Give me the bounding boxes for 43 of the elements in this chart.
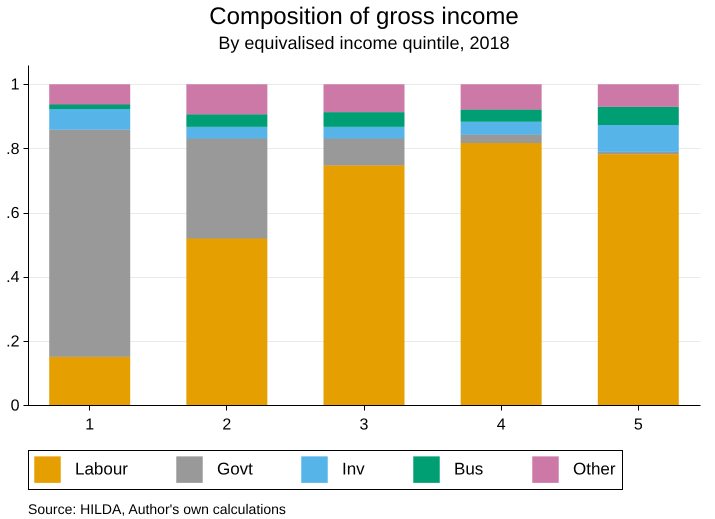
bar xyxy=(49,108,130,130)
x-tick-label: 5 xyxy=(634,416,643,434)
bar xyxy=(186,84,268,114)
x-tick-label: 3 xyxy=(360,416,369,434)
chart-subtitle: By equivalised income quintile, 2018 xyxy=(218,33,510,53)
bar xyxy=(324,112,404,127)
bar xyxy=(324,165,404,405)
bar xyxy=(186,114,268,127)
bar xyxy=(49,130,130,357)
bar xyxy=(598,106,679,125)
bar xyxy=(460,110,542,122)
x-tick-label: 2 xyxy=(222,416,232,434)
chart-title: Composition of gross income xyxy=(209,3,519,30)
bar xyxy=(186,138,268,239)
bar xyxy=(49,104,130,109)
legend-label: Govt xyxy=(217,460,254,479)
bar xyxy=(324,84,404,112)
legend-label: Inv xyxy=(342,460,366,479)
bar xyxy=(186,238,268,405)
bar xyxy=(460,134,542,143)
bar xyxy=(324,138,404,166)
x-tick-label: 4 xyxy=(496,416,506,434)
y-tick-label: .6 xyxy=(6,205,20,222)
bar xyxy=(598,154,679,405)
bar xyxy=(49,84,130,104)
bar xyxy=(460,84,542,110)
x-tick-label: 1 xyxy=(85,416,94,434)
legend-label: Other xyxy=(573,460,616,479)
bar xyxy=(598,84,679,107)
y-tick-label: 1 xyxy=(10,76,20,94)
y-tick-label: .2 xyxy=(6,333,20,350)
bar xyxy=(460,122,542,135)
bar xyxy=(598,124,679,152)
legend-label: Labour xyxy=(75,460,128,479)
bar xyxy=(460,142,542,405)
y-tick-label: .8 xyxy=(6,140,20,158)
y-tick-label: .4 xyxy=(6,269,20,286)
bar xyxy=(49,356,130,405)
y-tick-label: 0 xyxy=(10,398,20,414)
bar xyxy=(324,126,404,138)
source-note: Source: HILDA, Author's own calculations xyxy=(28,501,286,517)
bar xyxy=(186,126,268,138)
legend-label: Bus xyxy=(454,460,484,479)
